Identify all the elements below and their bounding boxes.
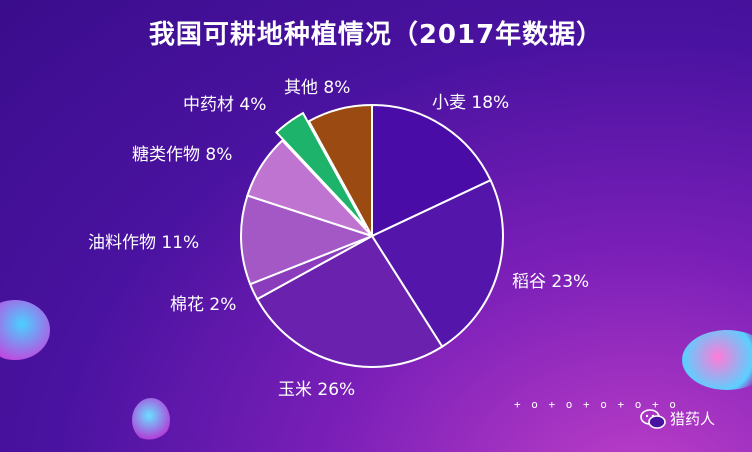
pie-slice-5 — [240, 194, 375, 286]
watermark: 猎药人 — [640, 408, 715, 429]
pie-slice-1 — [371, 103, 492, 238]
slice-label-5: 油料作物 11% — [88, 233, 199, 253]
pie-slice-2 — [370, 178, 504, 348]
slice-label-6: 糖类作物 8% — [132, 145, 232, 165]
wechat-icon — [640, 408, 666, 429]
pie-slice-3 — [255, 234, 444, 368]
slice-label-7: 中药材 4% — [183, 95, 266, 115]
chart-title: 我国可耕地种植情况（2017年数据） — [148, 20, 604, 50]
pie-slice-6 — [246, 139, 373, 237]
watermark-text: 猎药人 — [670, 410, 716, 428]
slice-label-3: 玉米 26% — [278, 380, 355, 400]
decor-blob-right — [682, 330, 752, 390]
decor-dots: + o + o + o + o + o — [514, 398, 678, 411]
pie-slice-8 — [307, 103, 373, 237]
slice-label-1: 小麦 18% — [432, 93, 509, 113]
pie-slice-7 — [275, 111, 367, 229]
slice-label-8: 其他 8% — [284, 78, 350, 98]
slice-label-4: 棉花 2% — [170, 295, 236, 315]
slice-label-2: 稻谷 23% — [512, 272, 589, 292]
decor-blob-bottom — [132, 398, 170, 442]
